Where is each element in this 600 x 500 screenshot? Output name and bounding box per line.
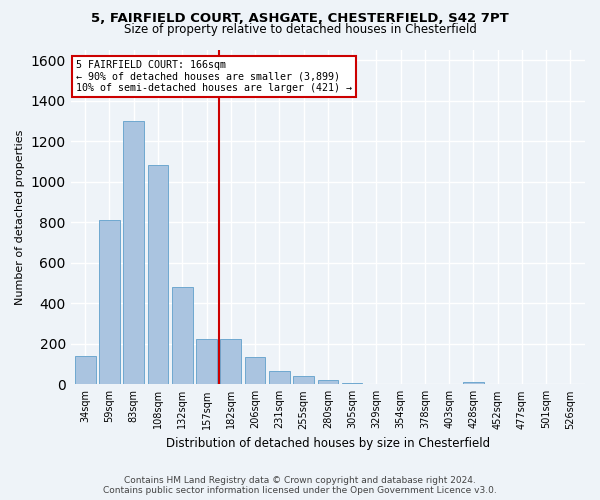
Bar bbox=[124, 121, 144, 384]
Bar bbox=[317, 380, 338, 384]
Bar bbox=[172, 287, 193, 384]
Bar bbox=[99, 220, 120, 384]
Bar bbox=[269, 371, 290, 384]
X-axis label: Distribution of detached houses by size in Chesterfield: Distribution of detached houses by size … bbox=[166, 437, 490, 450]
Text: Contains HM Land Registry data © Crown copyright and database right 2024.
Contai: Contains HM Land Registry data © Crown c… bbox=[103, 476, 497, 495]
Bar bbox=[148, 166, 169, 384]
Bar bbox=[196, 338, 217, 384]
Text: 5, FAIRFIELD COURT, ASHGATE, CHESTERFIELD, S42 7PT: 5, FAIRFIELD COURT, ASHGATE, CHESTERFIEL… bbox=[91, 12, 509, 26]
Text: 5 FAIRFIELD COURT: 166sqm
← 90% of detached houses are smaller (3,899)
10% of se: 5 FAIRFIELD COURT: 166sqm ← 90% of detac… bbox=[76, 60, 352, 93]
Bar bbox=[220, 338, 241, 384]
Text: Size of property relative to detached houses in Chesterfield: Size of property relative to detached ho… bbox=[124, 22, 476, 36]
Y-axis label: Number of detached properties: Number of detached properties bbox=[15, 130, 25, 305]
Bar bbox=[293, 376, 314, 384]
Bar bbox=[75, 356, 95, 384]
Bar bbox=[245, 357, 265, 384]
Bar bbox=[463, 382, 484, 384]
